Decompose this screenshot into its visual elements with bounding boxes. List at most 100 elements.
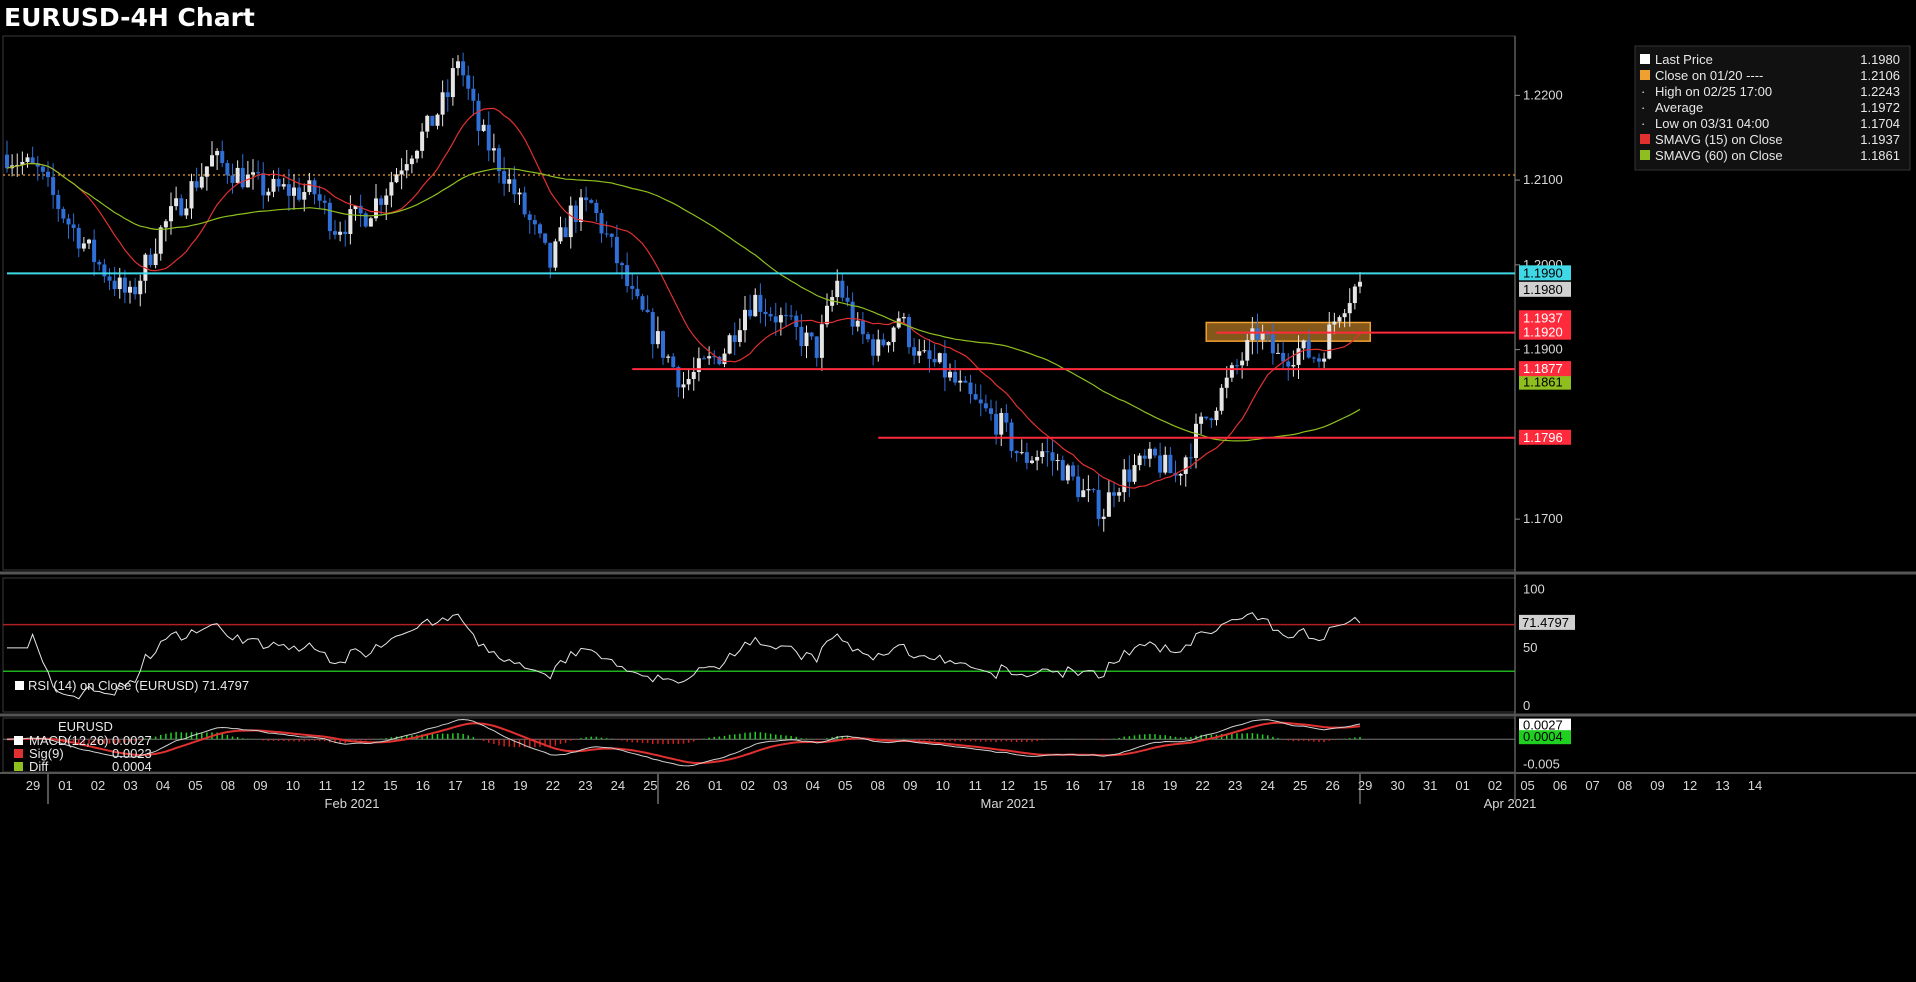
rsi-y-tick: 0 — [1523, 698, 1530, 713]
candle — [71, 213, 76, 242]
candle — [620, 261, 624, 280]
candle — [743, 296, 747, 343]
candle — [896, 311, 901, 330]
candle — [1229, 362, 1234, 382]
candle — [630, 273, 635, 300]
macd-y-tick: -0.005 — [1523, 756, 1560, 771]
candle — [1060, 455, 1065, 481]
candle — [573, 200, 578, 233]
x-tick-label: 04 — [806, 778, 820, 793]
y-tick-label: 1.1700 — [1523, 511, 1563, 526]
candle — [835, 269, 840, 305]
candle — [753, 288, 758, 317]
candle — [568, 196, 573, 249]
candle — [1311, 356, 1316, 363]
candle — [61, 206, 66, 224]
candle — [1030, 456, 1034, 465]
candle — [1106, 480, 1111, 517]
candle — [707, 346, 712, 365]
candle — [1076, 464, 1081, 502]
candle — [1004, 404, 1009, 432]
x-tick-label: 03 — [123, 778, 137, 793]
x-tick-label: 08 — [1618, 778, 1632, 793]
macd-title: EURUSD — [58, 719, 113, 734]
candle — [768, 307, 773, 321]
x-tick-label: 24 — [611, 778, 625, 793]
candle — [225, 159, 230, 184]
candle — [51, 163, 56, 209]
candle — [522, 186, 527, 218]
candle — [543, 233, 548, 245]
candle — [912, 337, 917, 365]
candle — [773, 302, 778, 336]
candle — [1142, 449, 1147, 466]
candle — [210, 141, 214, 167]
candle — [978, 384, 983, 417]
candle — [256, 160, 261, 180]
candle — [712, 350, 717, 365]
candle — [907, 313, 911, 354]
candle — [384, 188, 389, 221]
candle — [333, 220, 337, 240]
legend-label: Close on 01/20 ---- — [1655, 68, 1763, 83]
candle — [819, 314, 824, 371]
candle — [609, 232, 614, 248]
candle — [527, 210, 532, 234]
candle — [671, 353, 676, 368]
month-label: Feb 2021 — [325, 796, 380, 811]
candle — [948, 363, 952, 382]
macd-legend-label: MACD(12,26) — [29, 733, 108, 748]
x-tick-label: 11 — [319, 778, 333, 793]
candle — [676, 365, 681, 398]
candle — [932, 344, 937, 367]
candle — [1091, 488, 1096, 493]
x-tick-label: 31 — [1423, 778, 1437, 793]
candle — [476, 93, 481, 146]
x-tick-label: 16 — [416, 778, 430, 793]
x-tick-label: 05 — [188, 778, 202, 793]
candle — [614, 224, 619, 274]
candle — [445, 79, 450, 112]
candle — [1291, 350, 1296, 377]
candle — [1153, 447, 1157, 459]
month-label: Apr 2021 — [1484, 796, 1537, 811]
candle — [133, 277, 138, 300]
candle — [1332, 312, 1337, 335]
candle — [128, 280, 132, 304]
candle — [292, 174, 296, 210]
candle — [696, 347, 701, 382]
value-tag-label: 1.1990 — [1523, 265, 1563, 280]
candle — [732, 322, 737, 356]
candle — [456, 55, 460, 76]
macd-legend-value: 0.0027 — [112, 733, 152, 748]
candle — [1245, 333, 1250, 367]
candle — [635, 275, 640, 300]
x-tick-label: 04 — [156, 778, 170, 793]
candle — [312, 177, 317, 205]
candle — [1122, 459, 1127, 502]
value-tag-label: 1.1877 — [1523, 361, 1563, 376]
value-tag-label: 1.1796 — [1523, 430, 1563, 445]
macd-legend-value: 0.0004 — [112, 759, 152, 774]
x-tick-label: 26 — [676, 778, 690, 793]
candle — [440, 80, 445, 127]
candle — [702, 355, 706, 360]
candle — [968, 374, 973, 404]
x-tick-label: 30 — [1390, 778, 1404, 793]
candle — [112, 266, 117, 297]
x-tick-label: 23 — [578, 778, 592, 793]
candle — [1194, 413, 1198, 469]
candle — [40, 164, 45, 180]
candle — [97, 259, 102, 271]
x-tick-label: 02 — [741, 778, 755, 793]
x-tick-label: 08 — [871, 778, 885, 793]
candle — [486, 111, 491, 162]
x-tick-label: 02 — [91, 778, 105, 793]
candle — [1127, 455, 1132, 498]
candle — [66, 214, 71, 239]
candle — [989, 399, 993, 421]
x-tick-label: 01 — [708, 778, 722, 793]
candle — [420, 123, 425, 159]
candle — [20, 151, 25, 175]
candle — [507, 168, 512, 192]
